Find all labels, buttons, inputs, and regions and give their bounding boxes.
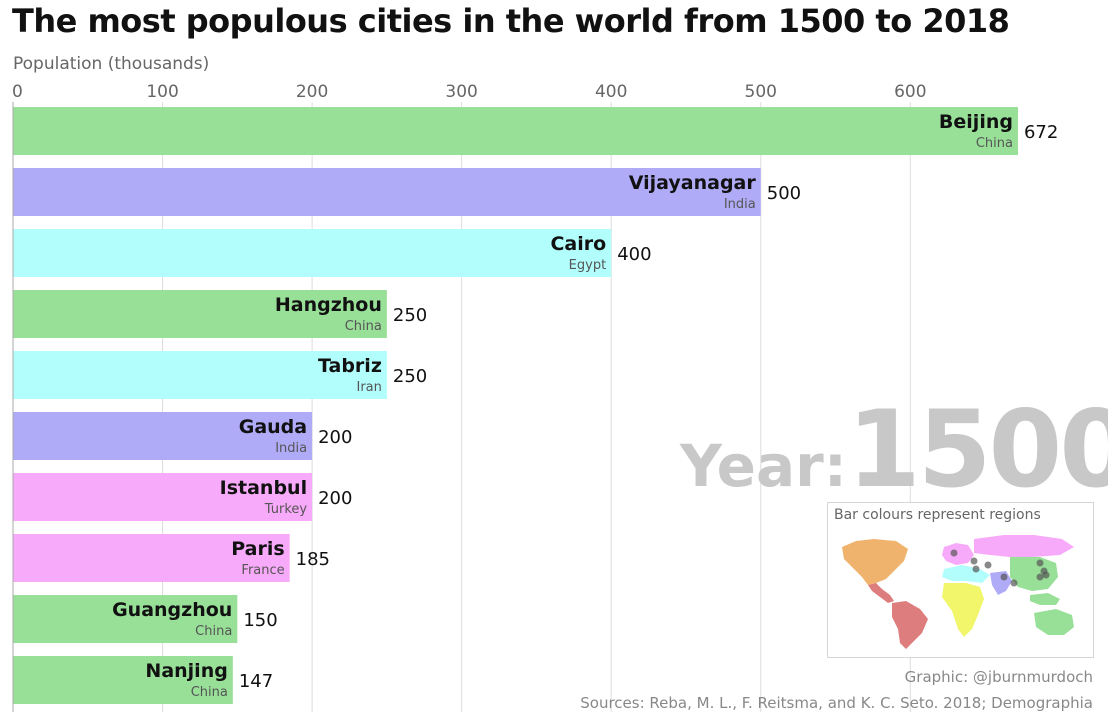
map-middle-east [942, 565, 990, 583]
map-africa [942, 583, 984, 637]
bar-city-label: Gauda [239, 416, 307, 438]
bar [13, 168, 761, 216]
map-north-america [842, 539, 908, 585]
bar-city-label: Beijing [939, 111, 1013, 133]
bar-city-label: Cairo [550, 233, 606, 255]
bar-country-label: Egypt [569, 258, 607, 273]
bar-country-label: China [976, 136, 1013, 151]
bar [13, 473, 313, 521]
map-city-dot [984, 561, 992, 569]
bar-value-label: 250 [393, 366, 427, 387]
region-legend: Bar colours represent regions [827, 502, 1094, 658]
map-city-dot [972, 565, 980, 573]
bar-city-label: Istanbul [220, 477, 307, 499]
map-australia [1034, 609, 1074, 635]
x-tick-label: 500 [745, 82, 777, 102]
bar-country-label: India [275, 441, 307, 456]
x-tick-label: 100 [146, 82, 178, 102]
bar-country-label: China [195, 624, 232, 639]
bar-country-label: India [724, 197, 756, 212]
bar-country-label: Iran [356, 380, 381, 395]
map-europe [942, 543, 974, 565]
map-city-dot [1000, 573, 1008, 581]
bar-value-label: 200 [318, 427, 352, 448]
map-city-dot [1010, 579, 1018, 587]
bar-value-label: 250 [393, 305, 427, 326]
bar-value-label: 500 [767, 183, 801, 204]
bar-city-label: Paris [231, 538, 284, 560]
map-southeast-asia [1030, 593, 1060, 605]
map-city-dot [970, 557, 978, 565]
map-north-asia [974, 535, 1074, 557]
bar-country-label: France [241, 563, 284, 578]
world-map-legend [842, 535, 1074, 649]
x-tick-label: 0 [12, 82, 23, 102]
bar [13, 534, 290, 582]
bar [13, 656, 233, 704]
map-city-dot [950, 549, 958, 557]
bar-value-label: 185 [296, 549, 330, 570]
bar [13, 107, 1018, 155]
x-axis-title: Population (thousands) [13, 54, 210, 74]
bar-city-label: Nanjing [145, 660, 227, 682]
bar [13, 290, 387, 338]
legend-title: Bar colours represent regions [834, 507, 1041, 523]
chart-title: The most populous cities in the world fr… [12, 2, 1010, 40]
bar [13, 412, 313, 460]
bar-value-label: 400 [617, 244, 651, 265]
map-central-america [868, 583, 894, 603]
map-south-america [892, 601, 928, 649]
bar-city-label: Guangzhou [112, 599, 232, 621]
year-value: 1500 [846, 388, 1108, 511]
year-indicator: Year:1500 [680, 388, 1108, 511]
year-label: Year: [680, 432, 847, 500]
bar-country-label: China [191, 685, 228, 700]
map-south-asia [990, 571, 1012, 595]
bar [13, 595, 238, 643]
map-city-dot [1042, 571, 1050, 579]
bar-city-label: Hangzhou [275, 294, 382, 316]
bar-country-label: China [345, 319, 382, 334]
x-tick-label: 600 [894, 82, 926, 102]
bar-city-label: Tabriz [318, 355, 382, 377]
bar [13, 229, 612, 277]
bar-city-label: Vijayanagar [629, 172, 757, 194]
bar-value-label: 200 [318, 488, 352, 509]
bar-value-label: 147 [239, 671, 273, 692]
map-east-asia [1010, 557, 1058, 591]
graphic-credit: Graphic: @jburnmurdoch [904, 668, 1093, 686]
bar-value-label: 150 [243, 610, 277, 631]
x-tick-label: 300 [445, 82, 477, 102]
sources-note: Sources: Reba, M. L., F. Reitsma, and K.… [580, 694, 1093, 712]
bar-value-label: 672 [1024, 122, 1058, 143]
x-tick-label: 400 [595, 82, 627, 102]
bar [13, 351, 387, 399]
map-city-dot [1036, 573, 1044, 581]
map-city-dot [1036, 559, 1044, 567]
bar-country-label: Turkey [264, 502, 308, 517]
x-tick-label: 200 [296, 82, 328, 102]
